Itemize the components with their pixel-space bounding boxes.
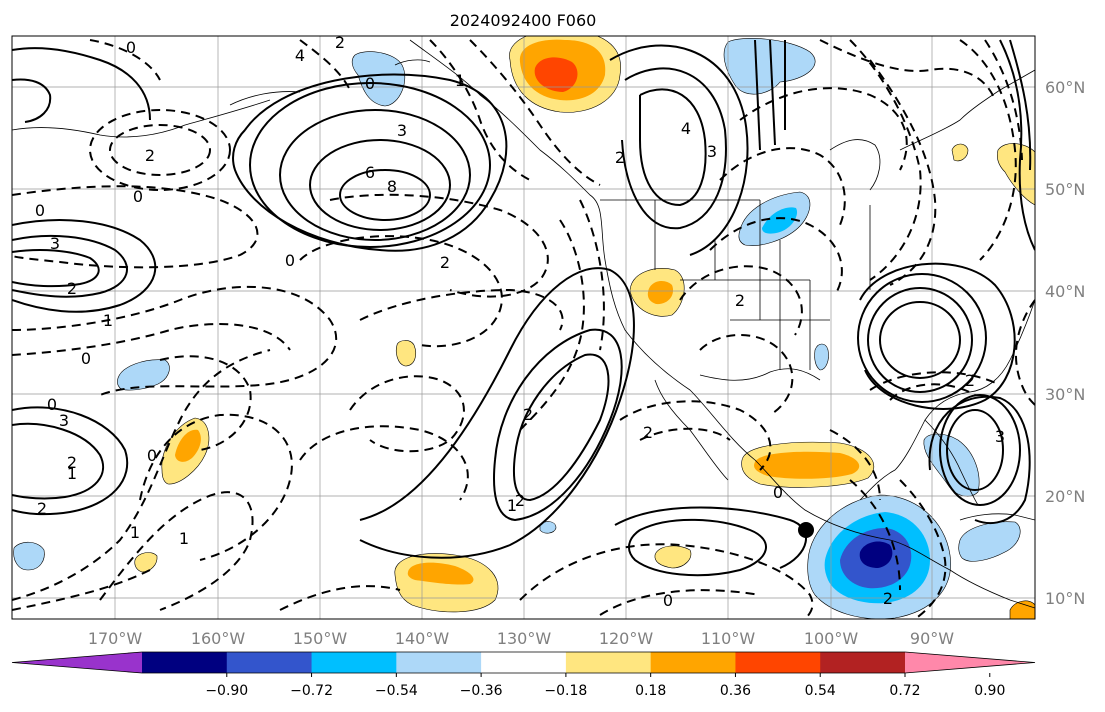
- lon-tick-label: 120°W: [599, 629, 654, 648]
- colorbar-segment: [311, 652, 397, 673]
- colorbar-segment: [820, 652, 906, 673]
- colorbar-tick-label: −0.18: [544, 683, 587, 699]
- contour-label: 2: [67, 453, 77, 472]
- orange-mid-pacific: [394, 545, 692, 613]
- colorbar-outline: [11, 651, 1036, 674]
- blue-hudson-bay-west: [738, 191, 811, 246]
- colorbar-tick-label: 0.72: [889, 683, 920, 699]
- colorbar-labels: −0.90 −0.72 −0.54 −0.36 −0.18 0.18 0.36 0.54 0.7…: [205, 673, 1005, 699]
- contour-label: 0: [365, 74, 375, 93]
- contour-label: 0: [126, 38, 136, 57]
- blue-gulf-of-tehuantepec: [807, 494, 951, 619]
- colorbar-tick-label: −0.90: [205, 683, 248, 699]
- contour-label: 0: [663, 591, 673, 610]
- contour-label: 1: [103, 311, 113, 330]
- contour-label: 2: [440, 253, 450, 272]
- contour-label: 2: [515, 491, 525, 510]
- colorbar-segment: [650, 652, 736, 673]
- contour-label: 4: [681, 119, 691, 138]
- colorbar-tick-label: 0.36: [720, 683, 751, 699]
- lat-tick-label: 10°N: [1045, 589, 1085, 608]
- contour-label: 0: [81, 349, 91, 368]
- contour-label: 8: [387, 177, 397, 196]
- map-frame: [11, 35, 1036, 620]
- lon-tick-label: 160°W: [191, 629, 246, 648]
- contour-label: 3: [50, 234, 60, 253]
- lat-tick-label: 60°N: [1045, 78, 1085, 97]
- contour-label: 2: [37, 499, 47, 518]
- latitude-axis: 60°N 50°N 40°N 30°N 20°N 10°N: [1045, 78, 1085, 608]
- contour-label: 0: [773, 483, 783, 502]
- colorbar-extend-high: [905, 652, 1035, 673]
- colorbar-tick-label: 0.18: [635, 683, 666, 699]
- contour-label: 2: [523, 405, 533, 424]
- colorbar-segment: [226, 652, 313, 673]
- contour-label: 3: [59, 411, 69, 430]
- contour-label: 0: [47, 395, 57, 414]
- lat-tick-label: 50°N: [1045, 180, 1085, 199]
- contour-label: 2: [67, 279, 77, 298]
- contour-label: 3: [995, 427, 1005, 446]
- contour-label: 0: [35, 201, 45, 220]
- colorbar-tick-label: −0.54: [375, 683, 418, 699]
- lon-tick-label: 130°W: [497, 629, 552, 648]
- contour-label: 6: [365, 163, 375, 182]
- contour-label: 1: [67, 464, 77, 483]
- colorbar-segment: [481, 652, 567, 673]
- lon-tick-label: 90°W: [910, 629, 954, 648]
- contour-label: 3: [707, 142, 717, 161]
- colorbar: [11, 651, 1036, 674]
- longitude-axis: 170°W 160°W 150°W 140°W 130°W 120°W 110°…: [88, 629, 954, 648]
- colorbar-segment: [396, 652, 482, 673]
- lat-tick-label: 40°N: [1045, 282, 1085, 301]
- orange-gulf-of-alaska: [509, 36, 621, 113]
- blue-caribbean: [958, 521, 1035, 619]
- contour-label: 2: [615, 148, 625, 167]
- positive-contours: [12, 39, 1035, 577]
- contour-label: 0: [147, 446, 157, 465]
- contour-label: 1: [179, 529, 189, 548]
- blue-yukon: [351, 38, 816, 107]
- map-title: 2024092400 F060: [450, 11, 597, 30]
- contour-label: 0: [285, 251, 295, 270]
- lon-tick-label: 170°W: [88, 629, 143, 648]
- lat-tick-label: 30°N: [1045, 385, 1085, 404]
- lon-tick-label: 140°W: [395, 629, 450, 648]
- contour-label: 2: [965, 371, 975, 390]
- contour-label: 1: [507, 496, 517, 515]
- negative-contours: [12, 39, 1035, 619]
- colorbar-extend-low: [12, 652, 142, 673]
- contour-label: 2: [335, 33, 345, 52]
- contour-label: 2: [883, 589, 893, 608]
- colorbar-segment: [735, 652, 821, 673]
- contour-label: 1: [455, 71, 465, 90]
- colorbar-tick-label: 0.54: [805, 683, 836, 699]
- lat-tick-label: 20°N: [1045, 487, 1085, 506]
- colorbar-tick-label: −0.72: [290, 683, 333, 699]
- colorbar-segment: [565, 652, 652, 673]
- orange-california: [395, 268, 685, 367]
- contour-label: 1: [130, 523, 140, 542]
- contours: [12, 39, 1035, 619]
- lon-tick-label: 150°W: [293, 629, 348, 648]
- colorbar-segment: [142, 652, 228, 673]
- storm-center-marker: [798, 522, 814, 538]
- lon-tick-label: 110°W: [701, 629, 756, 648]
- colorbar-tick-label: 0.90: [974, 683, 1005, 699]
- contour-label: 2: [735, 291, 745, 310]
- contour-label: 4: [295, 46, 305, 65]
- orange-mexico-west: [741, 441, 874, 488]
- contour-label: 3: [397, 121, 407, 140]
- colorbar-tick-label: −0.36: [460, 683, 503, 699]
- contour-label: 2: [145, 146, 155, 165]
- shading-layer: [13, 36, 1035, 619]
- contour-label: 2: [643, 423, 653, 442]
- contour-label: 0: [133, 187, 143, 206]
- blue-west-pacific: [13, 359, 557, 571]
- lon-tick-label: 100°W: [804, 629, 859, 648]
